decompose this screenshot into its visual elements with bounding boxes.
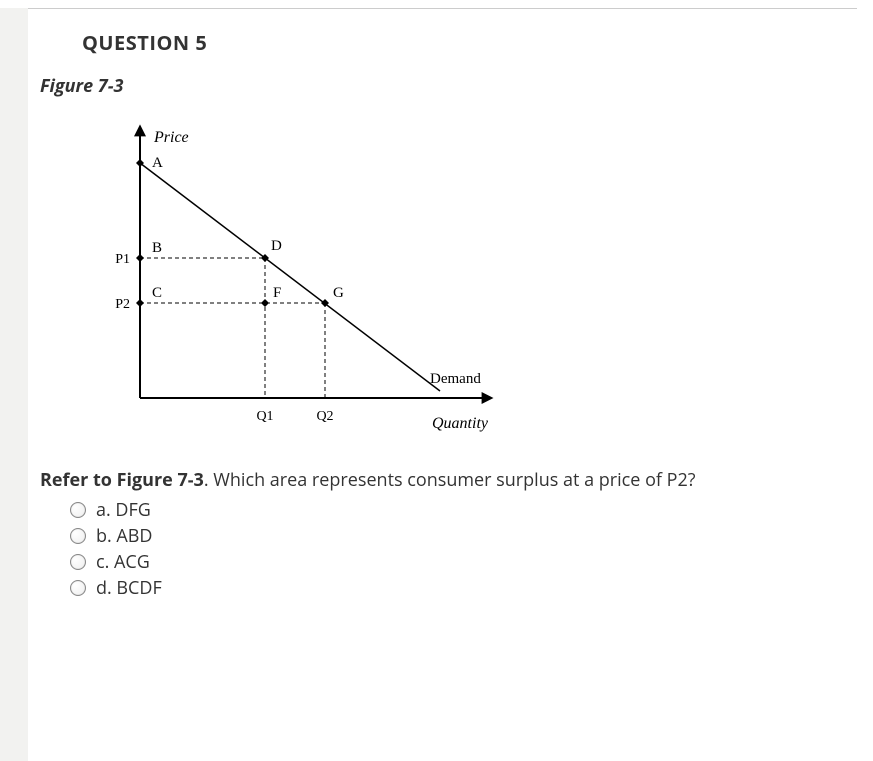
option-label-d: d. BCDF — [96, 576, 162, 600]
prompt-lead: Refer to Figure 7-3 — [40, 468, 204, 492]
economics-chart: Price Quantity Demand A B C D F G P1 P2 Q1 Q2 — [70, 108, 510, 438]
label-C: C — [152, 285, 162, 301]
radio-d[interactable] — [70, 580, 86, 596]
figure-7-3: Price Quantity Demand A B C D F G P1 P2 Q1 Q2 — [70, 108, 833, 438]
point-B — [136, 254, 144, 262]
answer-options: a. DFGb. ABDc. ACGd. BCDF — [70, 498, 833, 600]
label-G: G — [333, 285, 344, 301]
option-label-c: c. ACG — [96, 550, 150, 574]
label-B: B — [152, 240, 162, 256]
x-axis-label: Quantity — [432, 415, 489, 432]
tick-P1: P1 — [115, 252, 130, 267]
left-gutter — [0, 8, 28, 761]
option-d[interactable]: d. BCDF — [70, 576, 833, 600]
point-F — [261, 299, 269, 307]
option-b[interactable]: b. ABD — [70, 524, 833, 548]
option-label-b: b. ABD — [96, 524, 153, 548]
radio-b[interactable] — [70, 528, 86, 544]
demand-line — [140, 163, 440, 391]
tick-P2: P2 — [115, 297, 130, 312]
tick-Q1: Q1 — [256, 409, 273, 424]
prompt-rest: . Which area represents consumer surplus… — [204, 468, 696, 492]
label-A: A — [152, 155, 163, 171]
y-axis-label: Price — [153, 129, 189, 146]
option-label-a: a. DFG — [96, 498, 151, 522]
option-a[interactable]: a. DFG — [70, 498, 833, 522]
tick-Q2: Q2 — [316, 409, 333, 424]
label-F: F — [273, 285, 281, 301]
radio-a[interactable] — [70, 502, 86, 518]
radio-c[interactable] — [70, 554, 86, 570]
demand-label: Demand — [430, 371, 481, 387]
option-c[interactable]: c. ACG — [70, 550, 833, 574]
label-D: D — [271, 238, 282, 254]
question-prompt: Refer to Figure 7-3. Which area represen… — [40, 468, 833, 492]
point-C — [136, 299, 144, 307]
question-title: QUESTION 5 — [82, 29, 833, 56]
figure-caption: Figure 7-3 — [40, 74, 833, 98]
question-5: QUESTION 5 Figure 7-3 Price Quantity Deman… — [0, 9, 873, 642]
